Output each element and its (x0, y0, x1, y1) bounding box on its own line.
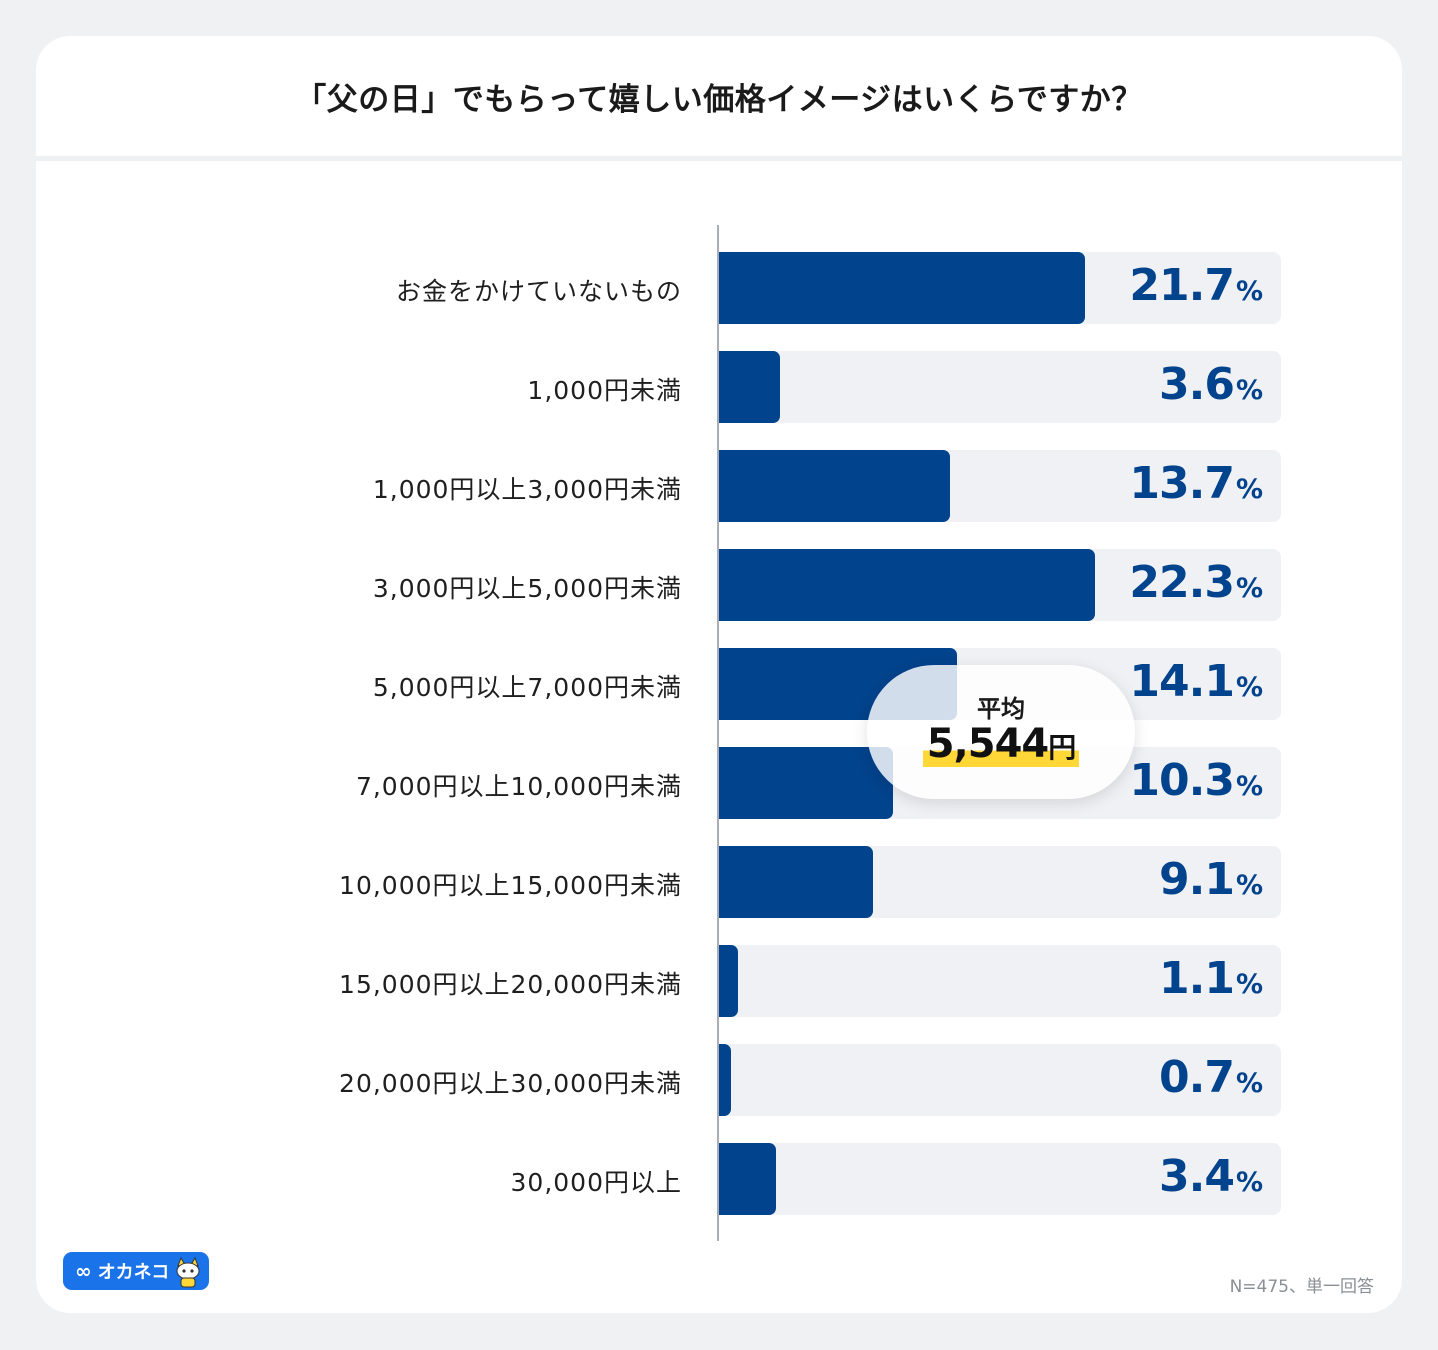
value-unit: % (1235, 771, 1263, 802)
value-unit: % (1235, 1068, 1263, 1099)
value-label: 13.7% (1129, 458, 1263, 509)
bar (719, 846, 873, 918)
value-number: 0.7 (1158, 1052, 1235, 1103)
value-unit: % (1235, 375, 1263, 406)
value-unit: % (1235, 1167, 1263, 1198)
value-number: 3.6 (1158, 359, 1235, 410)
average-value: 5,544円 (922, 721, 1080, 767)
value-unit: % (1235, 276, 1263, 307)
value-number: 14.1 (1129, 656, 1235, 707)
bar (719, 252, 1086, 324)
value-number: 13.7 (1129, 458, 1235, 509)
bar (719, 351, 780, 423)
logo-text: オカネコ (97, 1262, 170, 1283)
chart-title: 「父の日」でもらって嬉しい価格イメージはいくらですか？ (295, 81, 1143, 118)
bar-track (719, 945, 1281, 1017)
value-label: 21.7% (1129, 260, 1263, 311)
value-label: 14.1% (1129, 656, 1263, 707)
value-label: 0.7% (1158, 1052, 1263, 1103)
value-label: 3.4% (1158, 1151, 1263, 1202)
category-label: 5,000円以上7,000円未満 (372, 673, 682, 702)
bar (719, 1044, 731, 1116)
average-bubble: 平均 5,544円 (867, 665, 1135, 799)
value-unit: % (1235, 672, 1263, 703)
infinity-icon: ∞ (75, 1259, 92, 1283)
category-label: 7,000円以上10,000円未満 (355, 772, 682, 801)
value-label: 9.1% (1158, 854, 1263, 905)
value-unit: % (1235, 474, 1263, 505)
value-number: 9.1 (1158, 854, 1235, 905)
bar (719, 450, 951, 522)
bar (719, 549, 1096, 621)
bar-chart: お金をかけていないもの 21.7% 1,000円未満 3.6% 1,000円以上3,00… (36, 36, 1402, 1313)
category-label: 20,000円以上30,000円未満 (339, 1069, 682, 1098)
category-label: 10,000円以上15,000円未満 (339, 871, 682, 900)
bar (719, 1143, 777, 1215)
value-number: 10.3 (1129, 755, 1235, 806)
value-unit: % (1235, 573, 1263, 604)
value-unit: % (1235, 969, 1263, 1000)
value-number: 22.3 (1129, 557, 1235, 608)
bar-track (719, 1044, 1281, 1116)
value-label: 10.3% (1129, 755, 1263, 806)
okaneko-logo: ∞ オカネコ (63, 1252, 209, 1290)
value-unit: % (1235, 870, 1263, 901)
value-number: 3.4 (1158, 1151, 1235, 1202)
category-label: 3,000円以上5,000円未満 (372, 574, 682, 603)
value-number: 1.1 (1158, 953, 1235, 1004)
title-bar: 「父の日」でもらって嬉しい価格イメージはいくらですか？ (36, 36, 1402, 156)
sample-note: N=475、単一回答 (1229, 1277, 1374, 1297)
category-label: 1,000円以上3,000円未満 (372, 475, 682, 504)
average-number: 5,544 (926, 721, 1050, 767)
bar (719, 747, 893, 819)
title-divider (36, 156, 1402, 161)
bar-track (719, 1143, 1281, 1215)
cat-mascot-icon (176, 1256, 200, 1288)
category-label: 1,000円未満 (527, 376, 682, 405)
value-number: 21.7 (1129, 260, 1235, 311)
average-label: 平均 (977, 695, 1025, 723)
category-label: 30,000円以上 (510, 1168, 682, 1197)
average-unit: 円 (1048, 731, 1076, 764)
bar-track (719, 351, 1281, 423)
category-label: 15,000円以上20,000円未満 (339, 970, 682, 999)
y-axis-line (717, 225, 719, 1241)
bar (719, 945, 738, 1017)
chart-card: 「父の日」でもらって嬉しい価格イメージはいくらですか？ お金をかけていないもの 2… (36, 36, 1402, 1313)
value-label: 1.1% (1158, 953, 1263, 1004)
category-label: お金をかけていないもの (395, 277, 682, 306)
value-label: 22.3% (1129, 557, 1263, 608)
value-label: 3.6% (1158, 359, 1263, 410)
